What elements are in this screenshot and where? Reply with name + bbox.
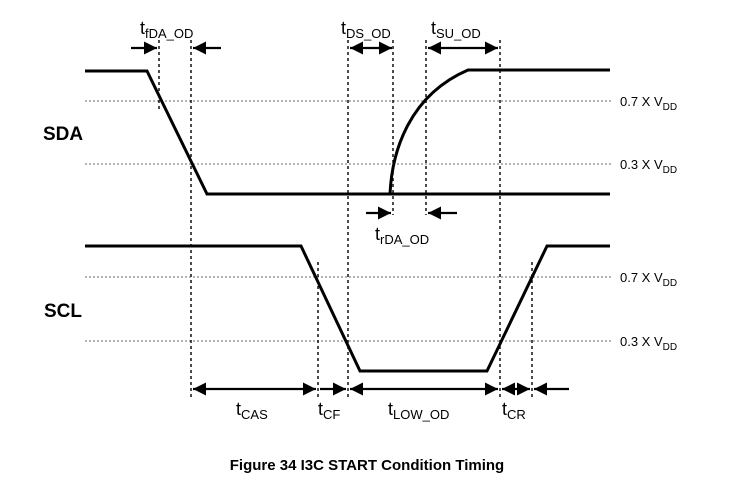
t-fda-od-label: tfDA_OD: [140, 18, 193, 41]
t-low-od-label: tLOW_OD: [388, 399, 449, 422]
scl-low-level-label: 0.3 X VDD: [620, 334, 677, 353]
t-cf-label: tCF: [318, 399, 340, 422]
t-rda-od-label: trDA_OD: [375, 224, 429, 247]
scl-high-level-label: 0.7 X VDD: [620, 270, 677, 289]
t-ds-od-label: tDS_OD: [341, 18, 391, 41]
t-su-od-label: tSU_OD: [431, 18, 481, 41]
figure-caption: Figure 34 I3C START Condition Timing: [230, 457, 504, 474]
scl-waveform: [85, 244, 610, 373]
sda-rising-edge: [388, 68, 610, 195]
sda-low-level-label: 0.3 X VDD: [620, 157, 677, 176]
sda-waveform: [85, 69, 610, 196]
sda-high-level-label: 0.7 X VDD: [620, 94, 677, 113]
t-cr-label: tCR: [502, 399, 526, 422]
scl-label: SCL: [44, 301, 82, 322]
t-cas-label: tCAS: [236, 399, 268, 422]
sda-label: SDA: [43, 124, 83, 145]
